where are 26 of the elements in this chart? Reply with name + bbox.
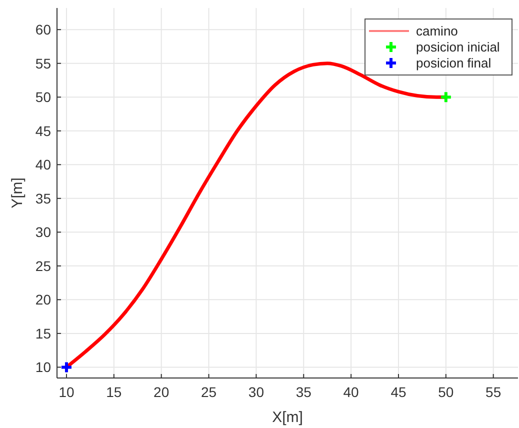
- y-tick-label: 10: [35, 359, 52, 376]
- x-tick-label: 40: [343, 384, 360, 400]
- x-tick-label: 50: [438, 384, 454, 400]
- legend-label: posicion inicial: [416, 40, 500, 55]
- x-axis-title: X[m]: [272, 409, 303, 426]
- y-tick-label: 30: [35, 224, 52, 240]
- y-tick-label: 45: [35, 122, 52, 139]
- y-tick-label: 25: [35, 258, 52, 274]
- y-tick-label: 55: [35, 55, 52, 72]
- y-tick-label: 40: [35, 156, 52, 173]
- y-tick-label: 50: [35, 89, 52, 106]
- x-tick-label: 35: [296, 384, 312, 400]
- x-tick-label: 20: [154, 384, 170, 400]
- x-tick-label: 25: [200, 384, 217, 400]
- y-tick-label: 60: [35, 22, 52, 38]
- y-tick-label: 15: [35, 325, 52, 342]
- x-tick-label: 30: [248, 384, 264, 400]
- y-tick-label: 35: [35, 190, 52, 206]
- x-tick-label: 55: [486, 384, 502, 400]
- y-tick-label: 20: [35, 292, 52, 308]
- y-axis-title: Y[m]: [9, 178, 26, 208]
- x-tick-label: 15: [106, 384, 122, 400]
- x-tick-label: 45: [390, 384, 406, 400]
- legend-label: posicion final: [416, 56, 492, 71]
- x-tick-label: 10: [58, 384, 74, 400]
- legend-label: camino: [416, 24, 458, 39]
